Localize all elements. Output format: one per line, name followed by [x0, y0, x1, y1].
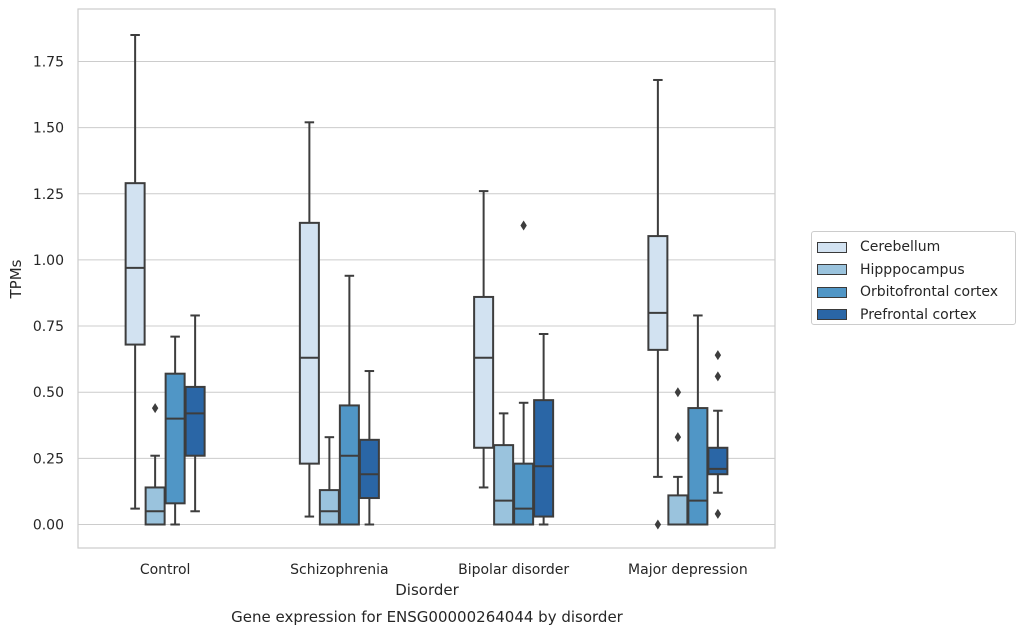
outlier-point: [714, 350, 722, 361]
box: [707, 446, 729, 476]
y-tick-label: 0.25: [33, 451, 64, 467]
box: [473, 295, 495, 449]
legend-label: Prefrontal cortex: [860, 306, 977, 323]
box: [184, 385, 206, 457]
box: [513, 462, 535, 526]
x-tick-label: Schizophrenia: [290, 562, 388, 578]
outlier-point: [674, 432, 682, 443]
y-tick-label: 1.00: [33, 253, 64, 269]
chart-title: Gene expression for ENSG00000264044 by d…: [231, 608, 624, 626]
y-tick-label: 0.50: [33, 385, 64, 401]
x-tick-label: Bipolar disorder: [458, 562, 569, 578]
box: [687, 407, 709, 526]
outlier-point: [151, 403, 159, 414]
box: [144, 486, 166, 526]
box: [298, 221, 320, 465]
outlier-point: [654, 519, 662, 530]
legend-item: Orbitofrontal cortex: [817, 281, 1015, 304]
box: [164, 372, 186, 505]
outlier-point: [714, 371, 722, 382]
legend-swatch: [817, 309, 847, 321]
y-tick-label: 0.00: [33, 518, 64, 534]
y-tick-label: 1.50: [33, 121, 64, 137]
box: [667, 494, 689, 526]
legend-swatch: [817, 241, 847, 253]
legend-label: Hipppocampus: [860, 261, 965, 278]
legend-label: Orbitofrontal cortex: [860, 284, 998, 301]
x-axis-label: Disorder: [395, 581, 459, 599]
legend: Cerebellum Hipppocampus Orbitofrontal cort…: [811, 231, 1016, 325]
box: [318, 489, 340, 526]
y-tick-label: 0.75: [33, 319, 64, 335]
legend-item: Hipppocampus: [817, 259, 1015, 282]
legend-item: Prefrontal cortex: [817, 304, 1015, 327]
box: [493, 444, 515, 526]
y-tick-label: 1.75: [33, 54, 64, 70]
x-tick-label: Major depression: [628, 562, 748, 578]
box: [338, 404, 360, 526]
x-tick-label: Control: [140, 562, 191, 578]
outlier-point: [714, 508, 722, 519]
outlier-point: [674, 387, 682, 398]
box: [647, 235, 669, 351]
legend-swatch: [817, 286, 847, 298]
box: [533, 399, 555, 518]
legend-item: Cerebellum: [817, 236, 1015, 259]
y-tick-label: 1.25: [33, 187, 64, 203]
box: [124, 182, 146, 346]
outlier-point: [520, 220, 527, 231]
box: [358, 438, 380, 500]
legend-swatch: [817, 264, 847, 276]
y-axis-label: TPMs: [7, 259, 25, 299]
legend-label: Cerebellum: [860, 239, 941, 256]
